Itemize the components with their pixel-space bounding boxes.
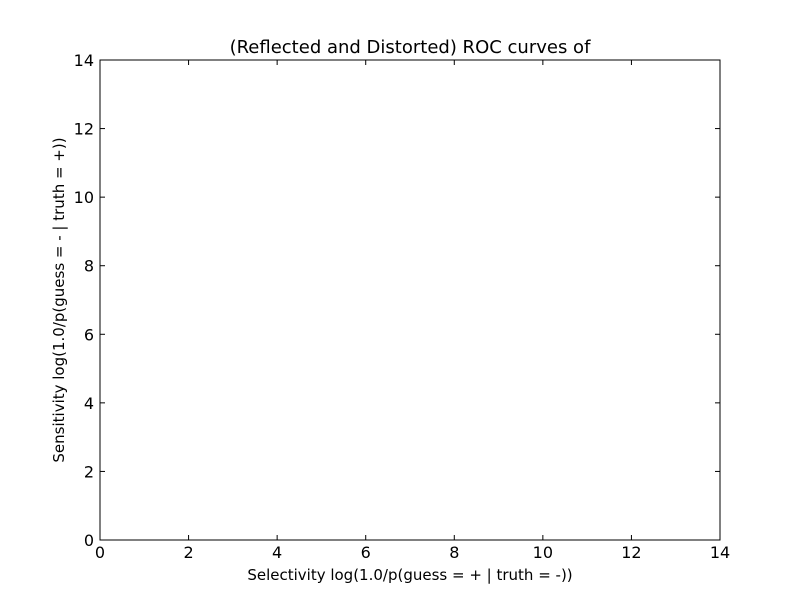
y-tick-label: 4 [84, 394, 94, 413]
y-tick-label: 12 [74, 120, 94, 139]
x-tick-label: 2 [183, 543, 193, 562]
y-tick-label: 14 [74, 51, 94, 70]
x-tick-label: 14 [710, 543, 730, 562]
x-tick-label: 12 [621, 543, 641, 562]
y-axis-label: Sensitivity log(1.0/p(guess = - | truth … [50, 137, 68, 462]
x-tick-label: 6 [361, 543, 371, 562]
x-tick-label: 10 [533, 543, 553, 562]
y-tick-label: 10 [74, 188, 94, 207]
y-tick-label: 6 [84, 325, 94, 344]
x-tick-label: 8 [449, 543, 459, 562]
y-tick-label: 0 [84, 531, 94, 550]
chart-title: (Reflected and Distorted) ROC curves of [230, 37, 591, 58]
x-tick-label: 0 [95, 543, 105, 562]
x-axis-ticks: 0 2 4 6 8 10 12 14 [95, 60, 730, 562]
y-tick-label: 2 [84, 462, 94, 481]
y-axis-ticks: 0 2 4 6 8 10 12 14 [74, 51, 720, 550]
plot-area [99, 59, 721, 541]
y-tick-label: 8 [84, 257, 94, 276]
x-axis-label: Selectivity log(1.0/p(guess = + | truth … [247, 566, 572, 584]
x-tick-label: 4 [272, 543, 282, 562]
